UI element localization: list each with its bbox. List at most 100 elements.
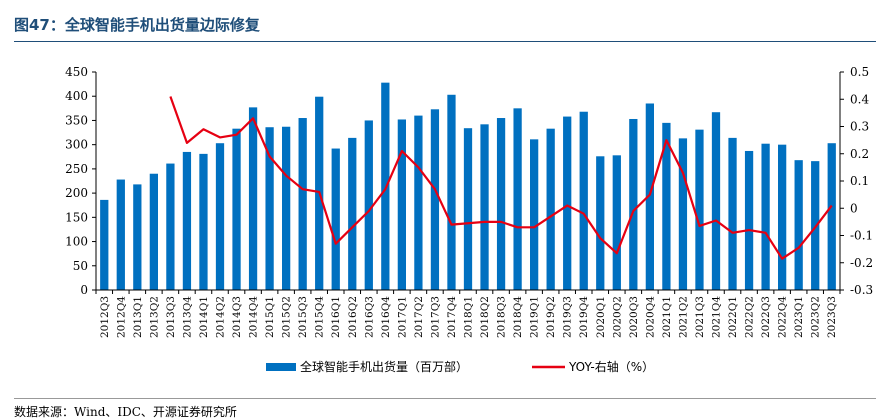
bar-2018Q3 <box>496 118 506 291</box>
bar-2016Q4 <box>381 82 390 290</box>
axes-layer: 0 50 100 150 200 250 300 350 400 450 -0.3 -0.2 -0.1 0… <box>65 65 873 338</box>
x-tick-label-2014Q1: 2014Q1 <box>198 296 210 338</box>
bar-2013Q2 <box>149 173 158 290</box>
figure-title: 图47：全球智能手机出货量边际修复 <box>14 16 260 34</box>
legend-bar-swatch <box>266 363 296 371</box>
x-tick-label-2020Q3: 2020Q3 <box>628 296 640 338</box>
title-divider <box>14 41 876 42</box>
bar-2014Q1 <box>199 153 208 290</box>
y-left-tick-label: 100 <box>65 235 88 249</box>
x-tick-label-2018Q2: 2018Q2 <box>479 296 491 338</box>
y-left-tick-label: 250 <box>65 162 88 176</box>
y-left-tick-label: 150 <box>65 210 88 224</box>
y-right-tick-label: 0.5 <box>850 65 869 79</box>
y-right-tick-label: 0.2 <box>850 147 869 161</box>
x-tick-label-2016Q4: 2016Q4 <box>380 296 392 338</box>
bar-2017Q1 <box>397 119 406 290</box>
x-tick-label-2012Q4: 2012Q4 <box>115 296 127 338</box>
x-tick-label-2014Q4: 2014Q4 <box>248 296 260 338</box>
x-tick-label-2018Q3: 2018Q3 <box>496 296 508 338</box>
x-tick-label-2019Q4: 2019Q4 <box>578 296 590 338</box>
y-right-tick-label: -0.2 <box>850 256 873 270</box>
x-tick-label-2019Q1: 2019Q1 <box>529 296 541 338</box>
bar-2015Q1 <box>265 127 274 290</box>
x-tick-label-2023Q2: 2023Q2 <box>810 296 822 338</box>
bar-2022Q4 <box>778 144 787 290</box>
x-tick-label-2018Q1: 2018Q1 <box>463 296 475 338</box>
bar-2021Q3 <box>695 129 704 290</box>
legend: 全球智能手机出货量（百万部） YOY-右轴（%） <box>266 359 654 374</box>
line-layer <box>169 96 833 260</box>
x-tick-label-2015Q3: 2015Q3 <box>297 296 309 338</box>
x-tick-label-2020Q1: 2020Q1 <box>595 296 607 338</box>
y-right-tick-label: -0.1 <box>850 229 873 243</box>
y-left-tick-label: 400 <box>65 89 88 103</box>
x-tick-label-2016Q1: 2016Q1 <box>330 296 342 338</box>
x-tick-label-2021Q3: 2021Q3 <box>694 296 706 338</box>
yoy-line <box>169 96 833 260</box>
bar-2012Q4 <box>116 179 125 290</box>
x-tick-label-2022Q2: 2022Q2 <box>744 296 756 338</box>
x-tick-label-2015Q2: 2015Q2 <box>281 296 293 338</box>
bar-2018Q1 <box>463 128 473 290</box>
x-tick-label-2013Q3: 2013Q3 <box>165 296 177 338</box>
x-tick-label-2013Q2: 2013Q2 <box>148 296 160 338</box>
bar-2019Q3 <box>563 116 572 291</box>
y-right-tick-label: 0 <box>850 201 858 215</box>
y-left-tick-label: 200 <box>65 186 88 200</box>
bar-2014Q2 <box>215 143 225 290</box>
x-tick-label-2021Q1: 2021Q1 <box>661 296 673 338</box>
bar-2018Q4 <box>513 108 522 290</box>
bar-2022Q3 <box>761 143 770 290</box>
bar-2013Q4 <box>182 151 192 290</box>
y-right-tick-label: -0.3 <box>850 283 873 297</box>
x-tick-label-2023Q3: 2023Q3 <box>826 296 838 338</box>
y-right-tick-label: 0.1 <box>850 174 869 188</box>
bar-2016Q3 <box>364 120 373 290</box>
x-tick-label-2015Q1: 2015Q1 <box>264 296 276 338</box>
x-tick-label-2022Q3: 2022Q3 <box>760 296 772 338</box>
bar-2023Q1 <box>794 160 803 290</box>
bar-2012Q3 <box>100 199 109 290</box>
bar-2019Q2 <box>546 128 555 290</box>
y-left-tick-label: 450 <box>65 65 88 79</box>
y-right-tick-label: 0.3 <box>850 120 869 134</box>
x-tick-label-2013Q4: 2013Q4 <box>181 296 193 338</box>
bar-2016Q1 <box>331 148 340 290</box>
x-tick-label-2012Q3: 2012Q3 <box>99 296 111 338</box>
bar-2016Q2 <box>348 137 357 290</box>
bar-2020Q1 <box>596 156 605 290</box>
x-tick-label-2017Q2: 2017Q2 <box>413 296 425 338</box>
bar-2014Q3 <box>232 128 241 290</box>
bar-2021Q2 <box>678 138 688 290</box>
x-tick-label-2016Q2: 2016Q2 <box>347 296 359 338</box>
x-tick-label-2018Q4: 2018Q4 <box>512 296 524 338</box>
bar-2017Q4 <box>447 94 456 290</box>
bar-2015Q3 <box>298 118 307 291</box>
bar-2022Q2 <box>744 150 754 290</box>
bars-layer <box>100 82 836 291</box>
bar-2015Q2 <box>282 126 291 291</box>
bar-2019Q4 <box>579 111 588 290</box>
x-tick-label-2019Q2: 2019Q2 <box>545 296 557 338</box>
x-tick-label-2022Q1: 2022Q1 <box>727 296 739 338</box>
y-left-tick-label: 300 <box>65 138 88 152</box>
source-note: 数据来源：Wind、IDC、开源证券研究所 <box>14 405 237 419</box>
bar-2013Q3 <box>166 163 175 290</box>
y-left-tick-label: 50 <box>73 259 88 273</box>
x-tick-label-2015Q4: 2015Q4 <box>314 296 326 338</box>
bar-2020Q4 <box>645 103 654 290</box>
legend-bar-label: 全球智能手机出货量（百万部） <box>300 359 468 374</box>
y-left-tick-label: 0 <box>80 283 88 297</box>
x-tick-label-2013Q1: 2013Q1 <box>132 296 144 338</box>
x-tick-label-2017Q3: 2017Q3 <box>429 296 441 338</box>
y-right-tick-label: 0.4 <box>850 92 869 106</box>
x-tick-label-2016Q3: 2016Q3 <box>363 296 375 338</box>
x-tick-label-2014Q2: 2014Q2 <box>215 296 227 338</box>
bar-2021Q4 <box>711 112 721 290</box>
x-tick-label-2021Q4: 2021Q4 <box>711 296 723 338</box>
y-left-tick-label: 350 <box>65 113 88 127</box>
bar-2014Q4 <box>248 107 258 290</box>
bar-2017Q2 <box>414 115 423 290</box>
x-tick-label-2022Q4: 2022Q4 <box>777 296 789 338</box>
